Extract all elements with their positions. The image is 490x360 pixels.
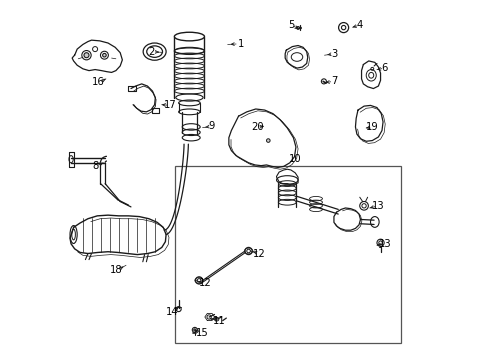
Text: 8: 8: [92, 161, 98, 171]
Text: 12: 12: [253, 248, 266, 258]
Text: 14: 14: [166, 307, 179, 317]
Text: 20: 20: [251, 122, 264, 132]
Text: 9: 9: [209, 121, 215, 131]
Text: 4: 4: [357, 20, 363, 30]
Text: 16: 16: [92, 77, 105, 87]
Text: 7: 7: [331, 76, 337, 86]
Text: 19: 19: [366, 122, 379, 132]
Text: 13: 13: [372, 201, 385, 211]
Circle shape: [102, 53, 106, 57]
Bar: [175, 166, 401, 343]
Circle shape: [84, 53, 89, 58]
Text: 6: 6: [382, 63, 388, 73]
Text: 5: 5: [288, 20, 294, 30]
Circle shape: [194, 329, 196, 331]
Text: 15: 15: [196, 328, 209, 338]
Text: 3: 3: [332, 49, 338, 59]
Circle shape: [267, 139, 270, 142]
Text: 17: 17: [164, 100, 177, 111]
Text: 18: 18: [110, 265, 123, 275]
Text: 11: 11: [213, 316, 225, 325]
Text: 12: 12: [198, 278, 211, 288]
Text: 1: 1: [238, 39, 245, 49]
Text: 13: 13: [379, 239, 392, 249]
Text: 2: 2: [148, 46, 154, 57]
Text: 10: 10: [289, 154, 301, 164]
Circle shape: [296, 27, 299, 30]
